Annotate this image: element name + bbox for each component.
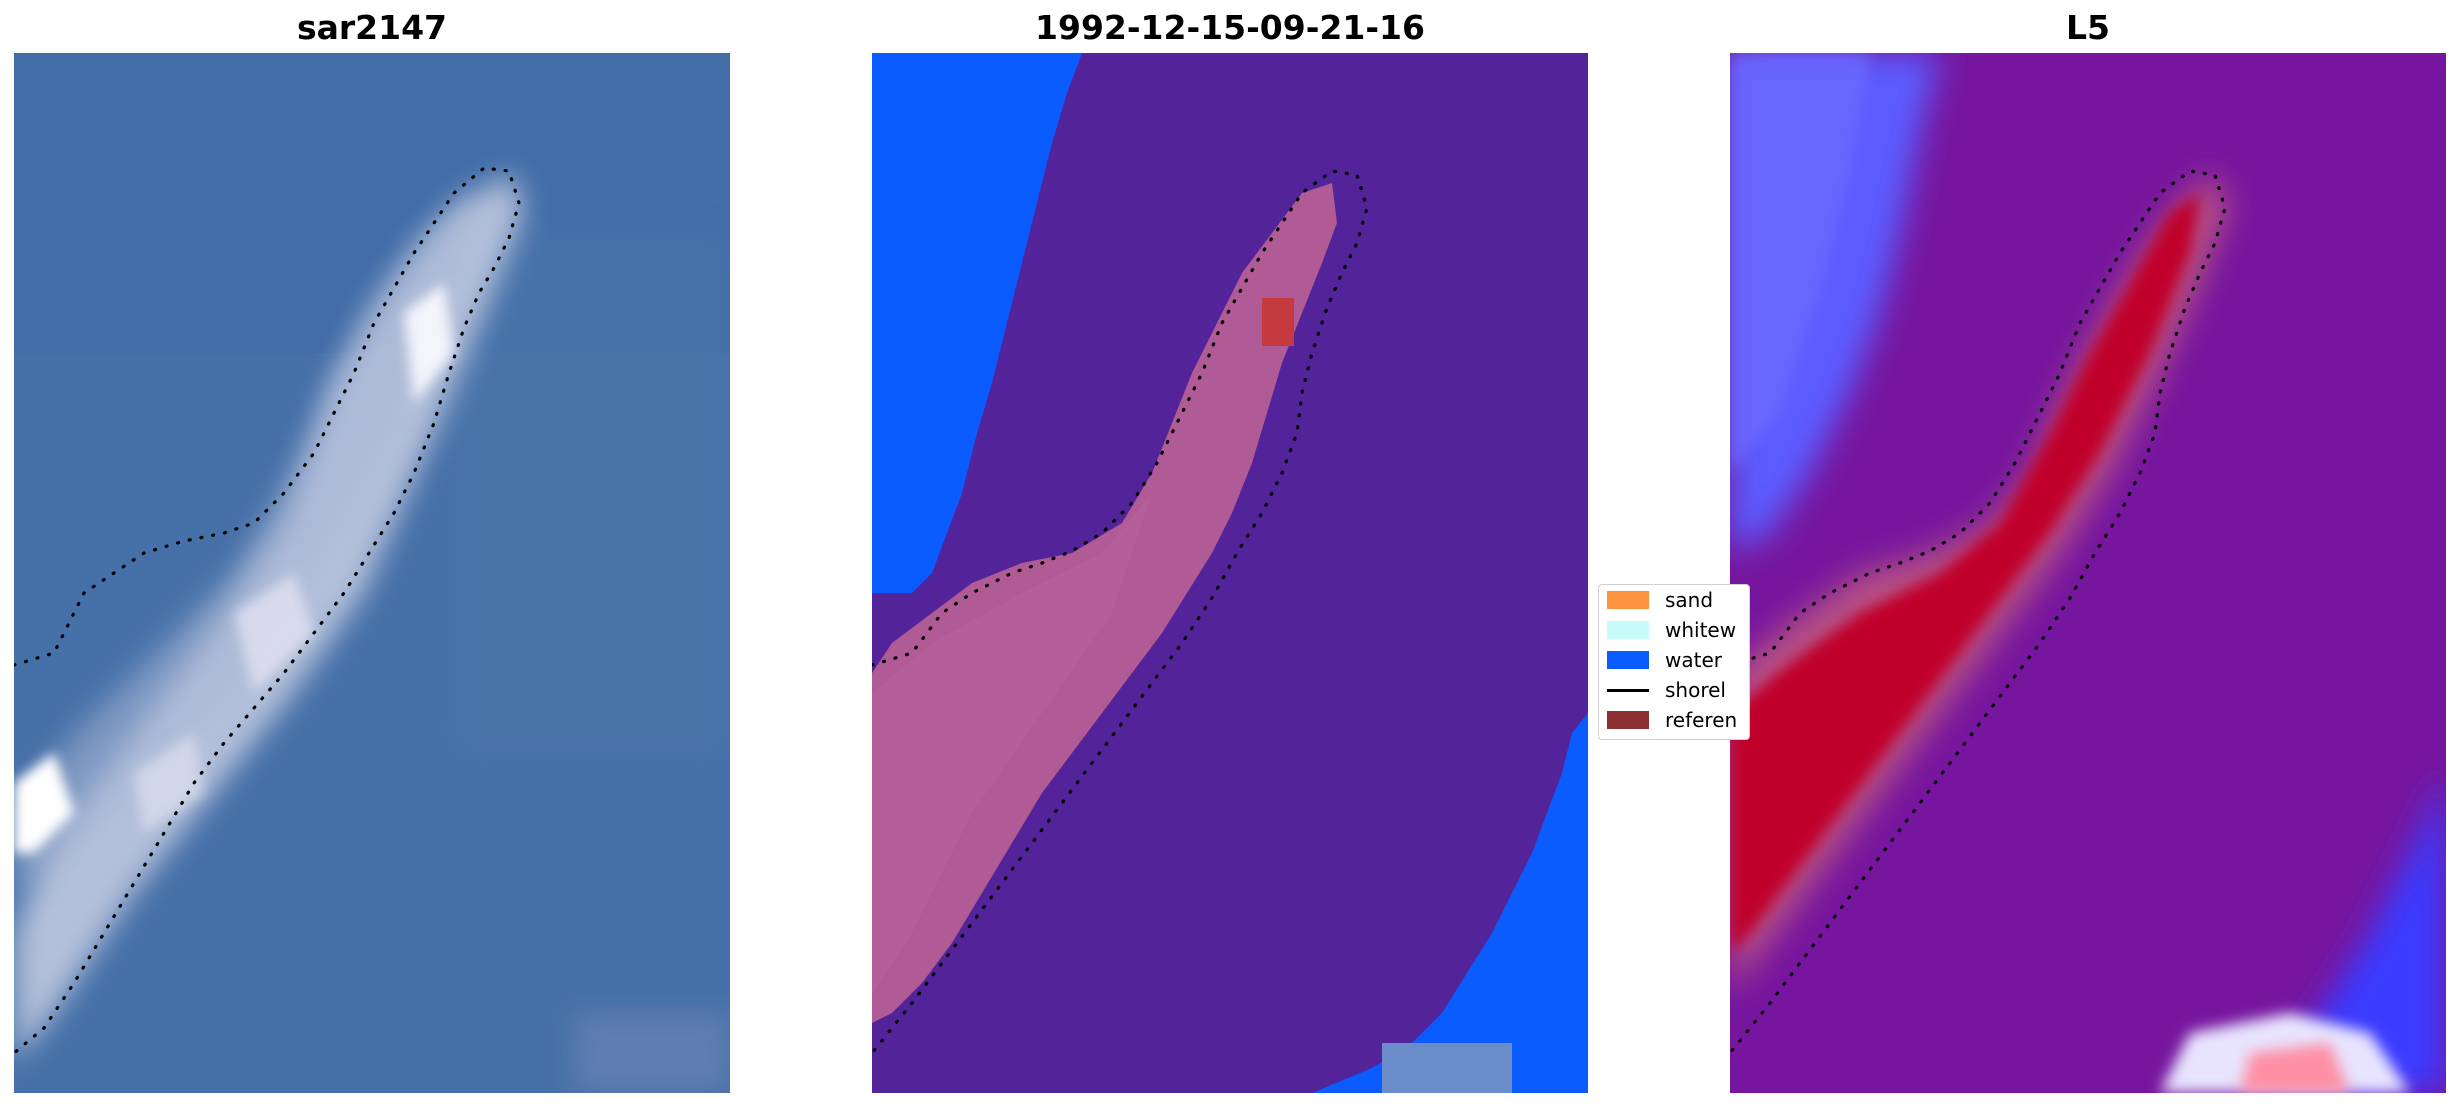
legend-swatch-water: [1607, 651, 1649, 669]
legend-swatch-reference: [1607, 711, 1649, 729]
water-region-left: [872, 53, 1082, 593]
legend-label-shoreline: shorel: [1665, 678, 1726, 702]
legend-item-whitewater: whitew: [1607, 617, 1736, 643]
panel-title-classification: 1992-12-15-09-21-16: [1035, 8, 1425, 47]
legend-item-reference: referen: [1607, 707, 1737, 733]
legend-swatch-whitewater: [1607, 621, 1649, 639]
reference-patch: [1262, 298, 1294, 346]
water-region-bottom-right: [1312, 713, 1588, 1093]
index-map: [1730, 53, 2446, 1093]
satellite-image: [14, 53, 730, 1093]
legend-label-water: water: [1665, 648, 1722, 672]
legend-label-sand: sand: [1665, 588, 1714, 612]
legend-item-shoreline: shorel: [1607, 677, 1726, 703]
index-map-panel: [1730, 53, 2446, 1093]
classification-map-panel: [872, 53, 1588, 1093]
panel-title-index: L5: [2066, 8, 2110, 47]
satellite-image-panel: [14, 53, 730, 1093]
coastline-dotted: [14, 166, 521, 1055]
legend-item-sand: sand: [1607, 587, 1713, 613]
legend: sand whitew water shorel referen: [1598, 584, 1750, 740]
classification-map: [872, 53, 1588, 1093]
legend-item-water: water: [1607, 647, 1722, 673]
legend-label-whitewater: whitew: [1665, 618, 1737, 642]
legend-swatch-sand: [1607, 591, 1649, 609]
panel-title-satellite: sar2147: [296, 8, 448, 47]
legend-line-shoreline: [1607, 688, 1649, 692]
legend-label-reference: referen: [1665, 708, 1738, 732]
